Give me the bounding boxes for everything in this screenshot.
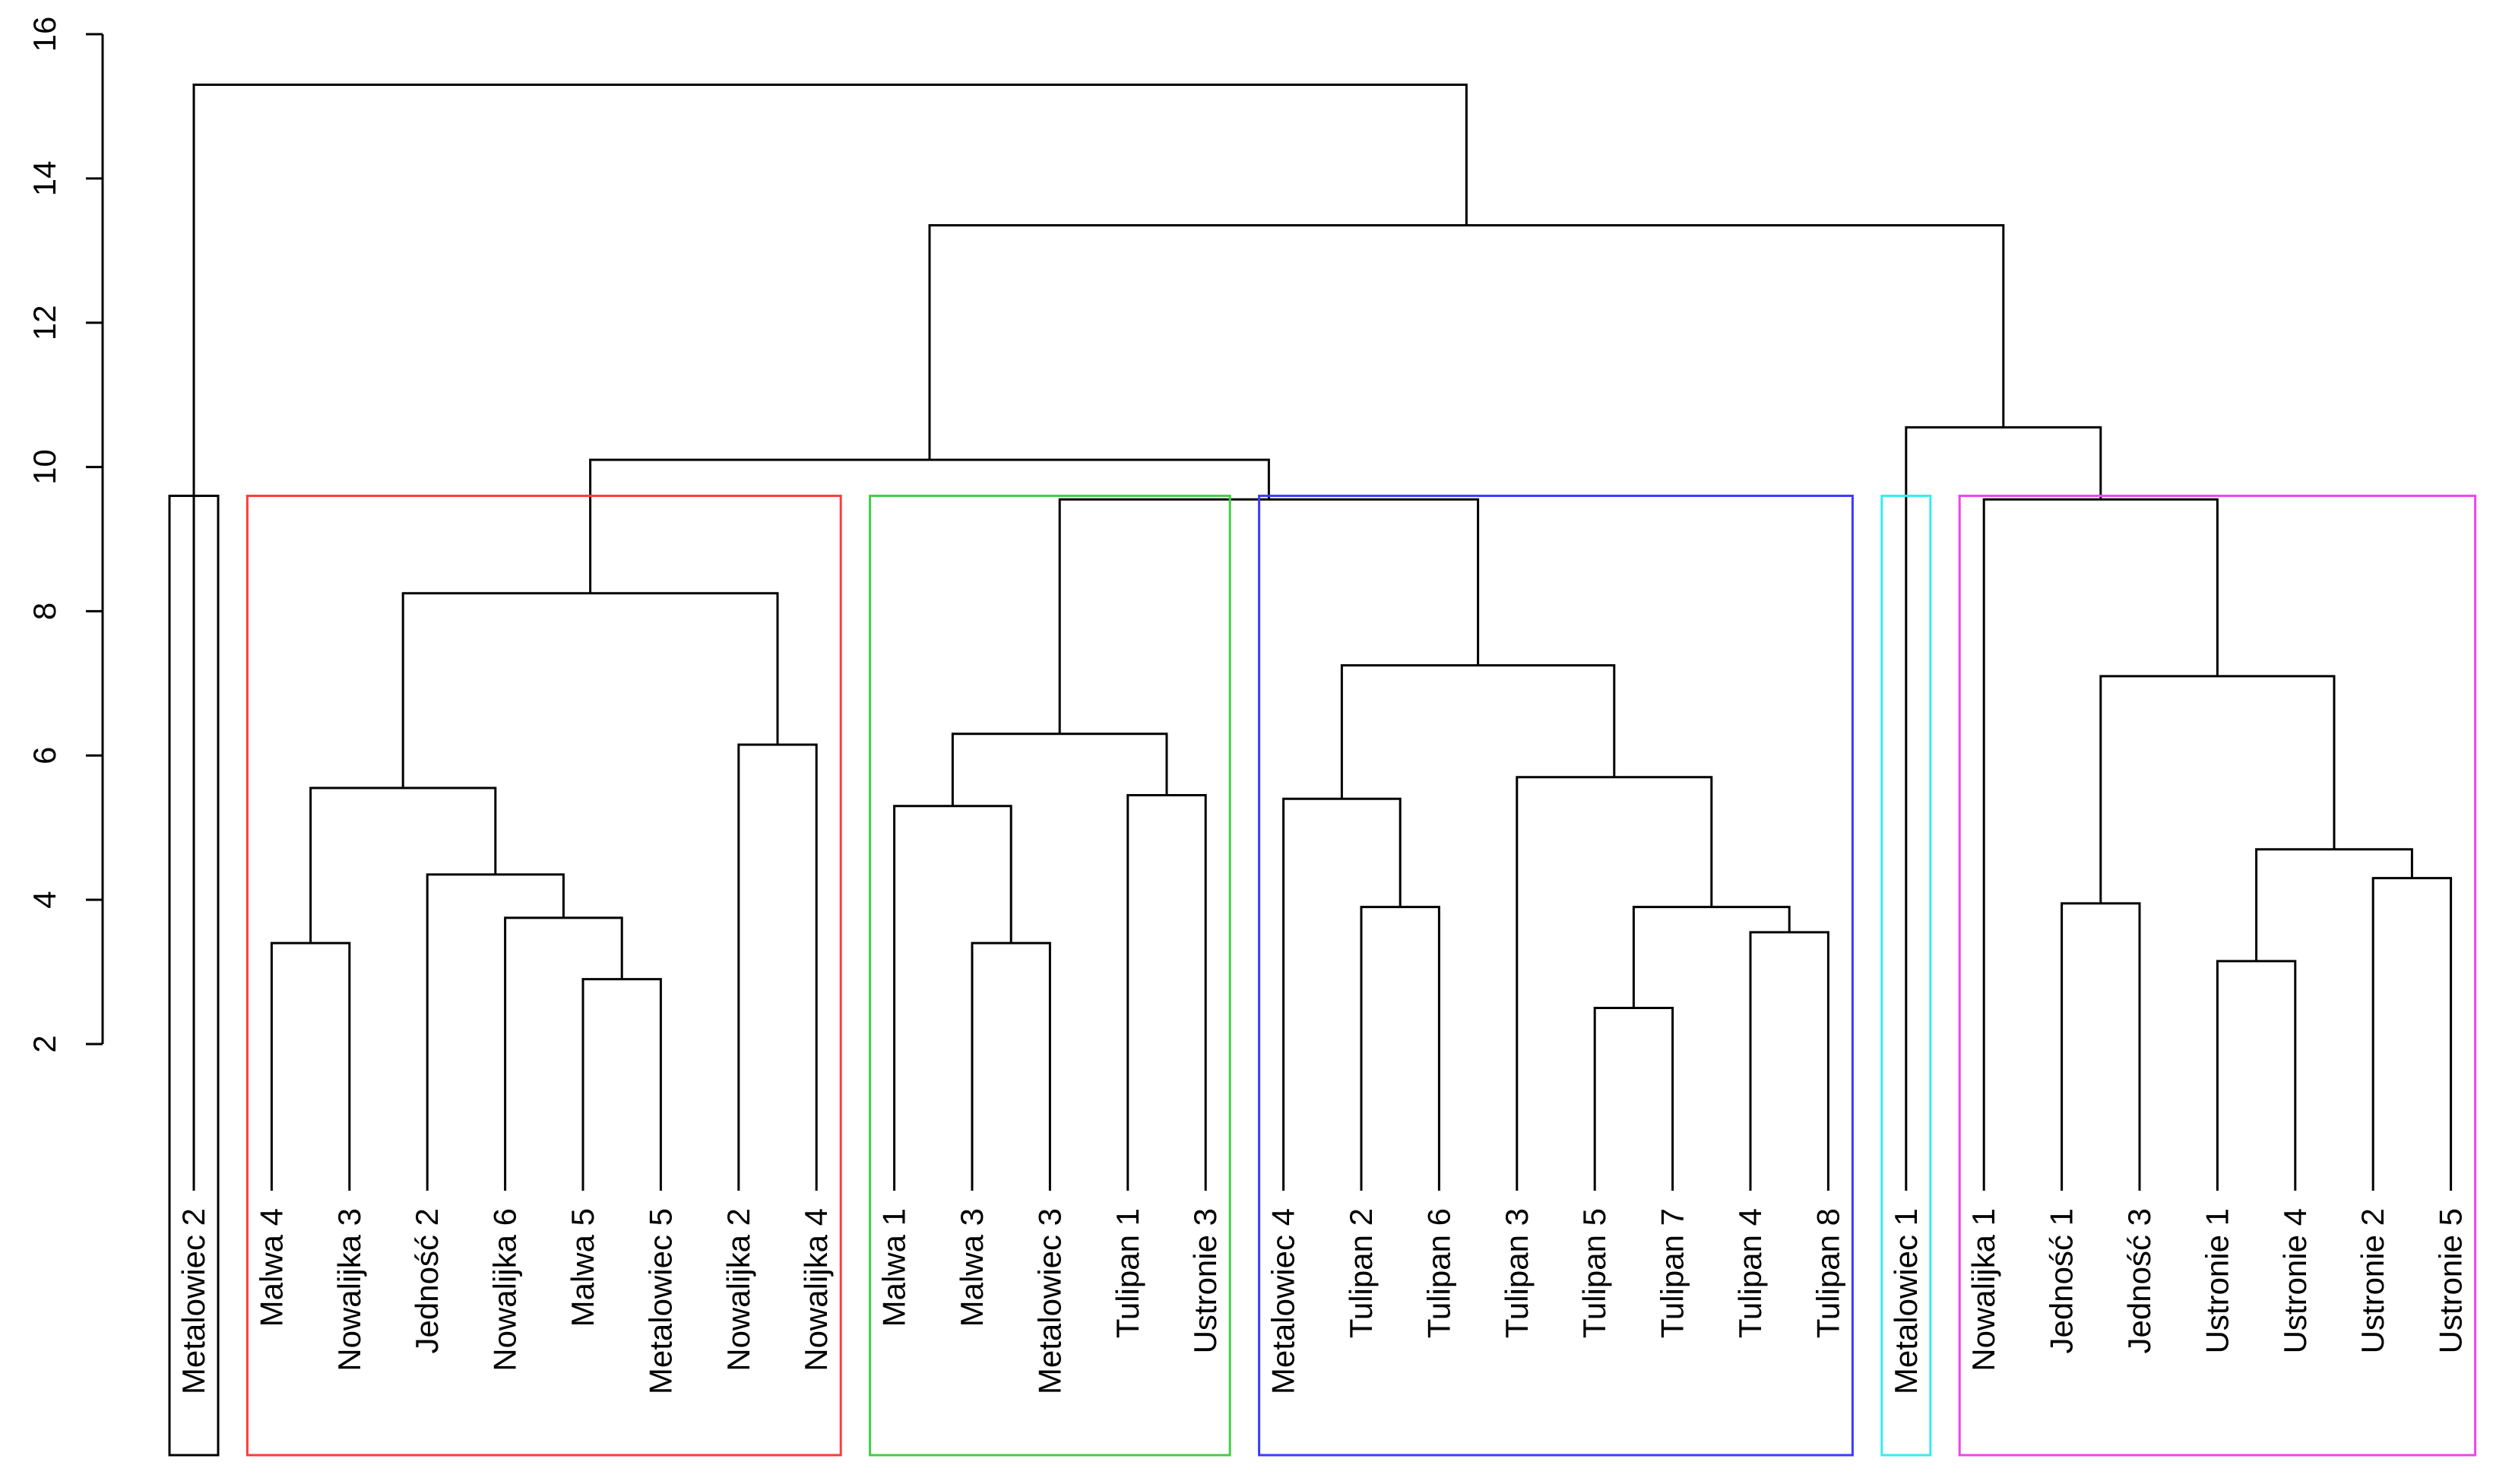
cluster-box: [1958, 495, 2477, 1457]
leaf-label: Malwa 4: [253, 1208, 289, 1327]
leaf-label: Metalowiec 4: [1266, 1208, 1301, 1394]
leaf-label: Ustronie 1: [2199, 1208, 2235, 1353]
merge-link: [2061, 902, 2141, 1191]
leaf-label: Metalowiec 1: [1888, 1208, 1924, 1394]
y-tick-label: 10: [27, 449, 62, 485]
leaf-label: Nowalijka 6: [487, 1208, 523, 1372]
y-tick-label: 16: [27, 17, 62, 52]
merge-link: [971, 941, 1051, 1191]
merge-link: [2371, 877, 2453, 1191]
leaf-label: Metalowiec 2: [176, 1208, 211, 1394]
merge-link: [1360, 906, 1440, 1191]
cluster-box: [168, 495, 220, 1457]
leaf-label: Ustronie 2: [2355, 1208, 2390, 1353]
merge-link: [2099, 675, 2336, 903]
cluster-boxes: [168, 495, 2477, 1457]
leaf-label: Ustronie 4: [2277, 1208, 2313, 1353]
merge-link: [401, 592, 779, 788]
merge-link: [2255, 848, 2413, 961]
leaf-label: Malwa 3: [954, 1208, 990, 1327]
y-axis: 2 4 6 8 10 12 14 16: [27, 17, 104, 1053]
merge-link: [1516, 776, 1713, 1191]
merge-link: [581, 978, 662, 1191]
merge-link: [1632, 906, 1791, 1008]
merge-link: [893, 805, 1012, 1191]
merge-link: [1905, 426, 2102, 1191]
merge-link: [1058, 498, 1480, 734]
y-tick-label: 4: [27, 891, 62, 908]
leaf-label: Tulipan 7: [1655, 1208, 1690, 1338]
y-tick-label: 2: [27, 1035, 62, 1052]
dendrogram-tree: [192, 83, 2453, 1191]
merge-link: [2216, 960, 2297, 1191]
cluster-box: [245, 495, 842, 1457]
leaf-label: Malwa 5: [565, 1208, 600, 1327]
y-tick-label: 12: [27, 305, 62, 340]
leaf-label: Ustronie 5: [2433, 1208, 2469, 1353]
merge-link: [928, 224, 2005, 460]
leaf-label: Ustronie 3: [1187, 1208, 1223, 1353]
leaf-label: Tulipan 5: [1576, 1208, 1612, 1338]
merge-link: [504, 916, 623, 1191]
y-tick-label: 14: [27, 160, 62, 196]
leaf-label: Tulipan 2: [1343, 1208, 1379, 1338]
merge-link: [589, 458, 1270, 593]
leaf-label: Jedność 1: [2044, 1208, 2080, 1353]
leaf-label: Nowalijka 4: [798, 1208, 834, 1372]
merge-link: [737, 743, 818, 1191]
leaf-label: Jedność 3: [2121, 1208, 2157, 1353]
leaf-label: Tulipan 1: [1110, 1208, 1145, 1338]
y-tick-label: 6: [27, 747, 62, 764]
leaf-label: Malwa 1: [876, 1208, 912, 1327]
merge-link: [426, 873, 565, 1191]
cluster-box: [1258, 495, 1854, 1457]
cluster-box: [1880, 495, 1932, 1457]
y-tick-label: 8: [27, 603, 62, 620]
leaf-label: Metalowiec 5: [642, 1208, 678, 1394]
merge-link: [1126, 794, 1207, 1191]
leaf-label: Nowalijka 2: [721, 1208, 756, 1372]
leaf-label: Jedność 2: [409, 1208, 445, 1353]
leaf-label: Tulipan 3: [1499, 1208, 1535, 1338]
merge-link: [192, 83, 1468, 1191]
merge-link: [1749, 931, 1829, 1191]
cluster-box: [869, 495, 1231, 1457]
leaf-label: Tulipan 6: [1421, 1208, 1456, 1338]
leaf-label: Tulipan 4: [1732, 1208, 1768, 1338]
leaf-label: Nowalijka 1: [1966, 1208, 2001, 1372]
leaf-label: Tulipan 8: [1810, 1208, 1845, 1338]
merge-link: [1340, 664, 1616, 799]
merge-link: [270, 941, 351, 1191]
leaf-label: Nowalijka 3: [331, 1208, 367, 1372]
merge-link: [309, 786, 497, 944]
leaf-labels: Metalowiec 2 Malwa 4 Nowalijka 3 Jedność 2 N…: [176, 1208, 2469, 1394]
leaf-label: Metalowiec 3: [1031, 1208, 1067, 1394]
merge-link: [1282, 797, 1402, 1191]
merge-link: [1593, 1007, 1674, 1191]
